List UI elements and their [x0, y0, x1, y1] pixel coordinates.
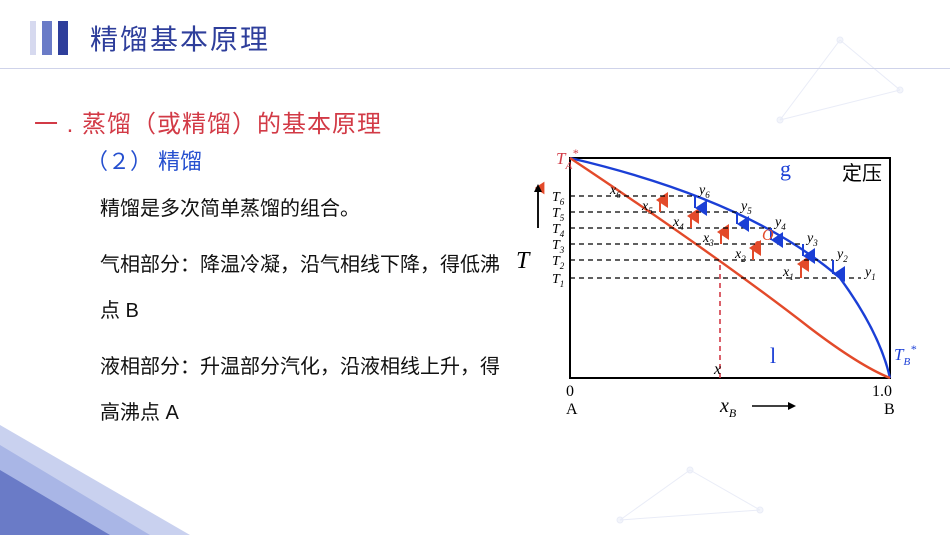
svg-text:定压: 定压 [842, 162, 882, 185]
svg-text:T: T [516, 248, 531, 274]
paragraph: 液相部分：升温部分汽化，沿液相线上升，得高沸点 A [100, 344, 510, 436]
svg-text:O: O [762, 227, 774, 244]
slide-header: 精馏基本原理 [0, 18, 270, 58]
slide-title: 精馏基本原理 [90, 18, 270, 58]
svg-text:A: A [566, 401, 578, 418]
svg-text:T5: T5 [552, 206, 565, 223]
body-text: 精馏是多次简单蒸馏的组合。 气相部分：降温冷凝，沿气相线下降，得低沸点 B 液相… [100, 186, 510, 446]
svg-text:l: l [770, 343, 776, 368]
header-accent-bar [58, 21, 68, 55]
svg-text:g: g [780, 156, 791, 181]
svg-text:y5: y5 [739, 199, 752, 216]
svg-text:x2: x2 [734, 247, 746, 264]
svg-text:0: 0 [566, 383, 574, 400]
paragraph: 精馏是多次简单蒸馏的组合。 [100, 186, 510, 232]
svg-text:1.0: 1.0 [872, 383, 892, 400]
svg-text:y1: y1 [863, 265, 876, 282]
svg-text:T3: T3 [552, 238, 565, 255]
svg-text:T6: T6 [552, 190, 565, 207]
svg-text:T4: T4 [552, 222, 565, 239]
header-accent-bar [42, 21, 52, 55]
svg-text:T1: T1 [552, 272, 564, 289]
svg-text:x1: x1 [782, 265, 794, 282]
header-accent-bar [30, 21, 36, 55]
svg-text:y3: y3 [805, 231, 818, 248]
section-heading: 一 . 蒸馏（或精馏）的基本原理 [34, 104, 382, 139]
svg-text:y2: y2 [835, 247, 848, 264]
paragraph: 气相部分：降温冷凝，沿气相线下降，得低沸点 B [100, 242, 510, 334]
svg-text:B: B [884, 401, 895, 418]
svg-text:TB*: TB* [894, 342, 916, 368]
svg-text:x6: x6 [609, 183, 621, 200]
subsection-label: 精馏 [158, 149, 202, 174]
svg-text:xB: xB [719, 395, 737, 420]
svg-text:x5: x5 [641, 199, 653, 216]
svg-text:x4: x4 [672, 215, 684, 232]
phase-diagram-svg: 定压glTA*TB*T1x1y1T2x2y2T3x3y3T4x4y4T5x5y5… [500, 148, 930, 448]
svg-text:x: x [713, 361, 721, 378]
svg-text:y6: y6 [697, 183, 710, 200]
svg-text:T2: T2 [552, 254, 565, 271]
section-label: 蒸馏（或精馏）的基本原理 [82, 111, 382, 138]
phase-diagram: 定压glTA*TB*T1x1y1T2x2y2T3x3y3T4x4y4T5x5y5… [500, 148, 930, 448]
header-rule [0, 68, 950, 69]
svg-text:x3: x3 [702, 231, 714, 248]
svg-text:y4: y4 [773, 215, 786, 232]
section-number: 一 . [34, 111, 74, 138]
subsection-heading: （２） 精馏 [86, 144, 202, 176]
subsection-number: （２） [86, 149, 152, 174]
